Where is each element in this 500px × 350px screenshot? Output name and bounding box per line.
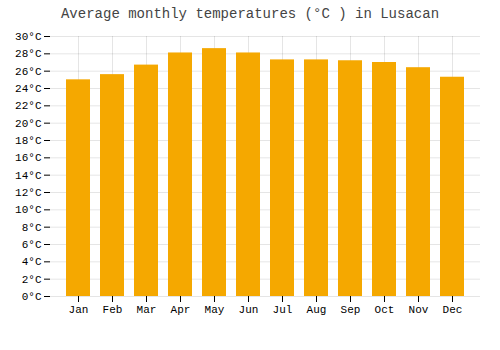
svg-text:4°C: 4°C [22, 256, 42, 268]
svg-text:Apr: Apr [171, 304, 191, 316]
svg-text:Sep: Sep [341, 304, 361, 316]
svg-text:0°C: 0°C [22, 291, 42, 303]
svg-text:8°C: 8°C [22, 222, 42, 234]
svg-text:May: May [205, 304, 225, 316]
svg-text:20°C: 20°C [15, 118, 42, 130]
svg-text:Aug: Aug [307, 304, 327, 316]
svg-text:2°C: 2°C [22, 274, 42, 286]
svg-text:6°C: 6°C [22, 239, 42, 251]
svg-text:Jun: Jun [239, 304, 259, 316]
svg-text:Dec: Dec [443, 304, 463, 316]
svg-text:22°C: 22°C [15, 100, 42, 112]
svg-text:16°C: 16°C [15, 152, 42, 164]
svg-text:26°C: 26°C [15, 66, 42, 78]
svg-text:Nov: Nov [409, 304, 429, 316]
svg-text:Feb: Feb [103, 304, 123, 316]
html-text:Average monthly temperatures (: Average monthly temperatures (°C ) in Lu… [61, 6, 439, 22]
svg-text:30°C: 30°C [15, 31, 42, 43]
svg-text:12°C: 12°C [15, 187, 42, 199]
svg-text:28°C: 28°C [15, 48, 42, 60]
svg-text:Oct: Oct [375, 304, 395, 316]
svg-text:Jan: Jan [69, 304, 89, 316]
svg-text:14°C: 14°C [15, 170, 42, 182]
svg-text:24°C: 24°C [15, 83, 42, 95]
svg-text:Mar: Mar [137, 304, 157, 316]
svg-text:10°C: 10°C [15, 204, 42, 216]
svg-text:Jul: Jul [273, 304, 293, 316]
svg-text:18°C: 18°C [15, 135, 42, 147]
